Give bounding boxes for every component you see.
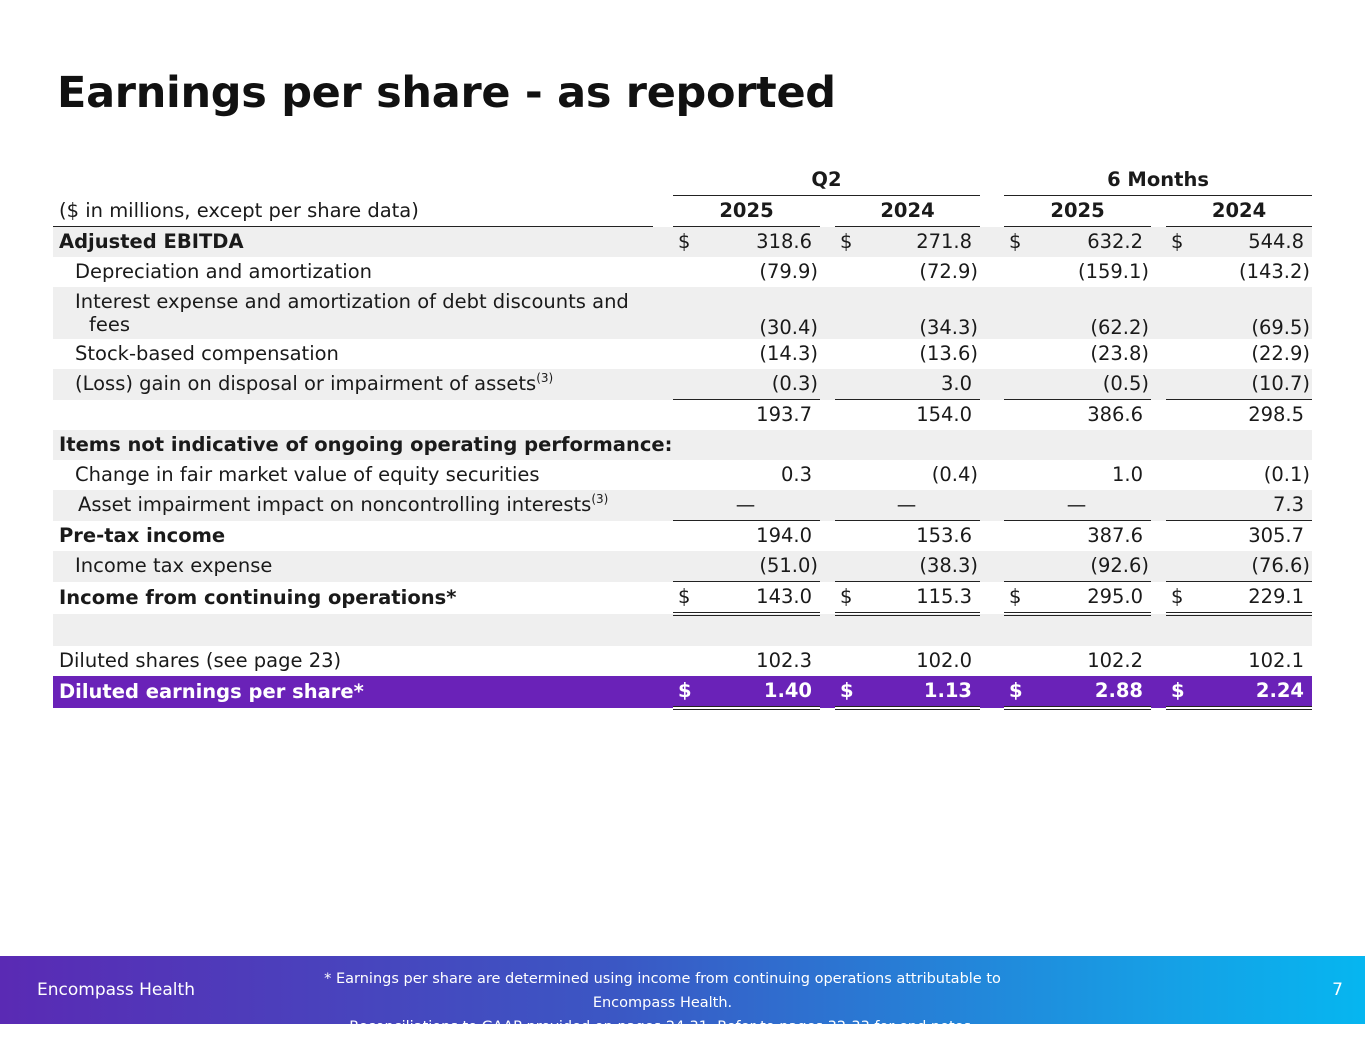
footnote-reconciliation: Reconciliations to GAAP provided on page… xyxy=(349,1019,976,1035)
value-cell: 387.6 xyxy=(1087,524,1144,547)
value-cell: — xyxy=(835,490,981,521)
value-cell: $143.0 xyxy=(673,581,820,616)
row-fair-market-value: Change in fair market value of equity se… xyxy=(53,460,1312,490)
row-label: Adjusted EBITDA xyxy=(53,226,653,257)
row-label: Income tax expense xyxy=(53,551,653,582)
value-cell: $229.1 xyxy=(1166,581,1313,616)
row-label: Stock-based compensation xyxy=(75,342,339,365)
value-cell: $2.24 xyxy=(1166,676,1313,710)
value-cell: (34.3) xyxy=(835,287,981,339)
value-cell: $1.13 xyxy=(835,676,981,710)
row-label: Depreciation and amortization xyxy=(75,260,372,283)
header-units: ($ in millions, except per share data) xyxy=(53,195,653,227)
value-cell: — xyxy=(673,490,820,521)
header-6-months: 6 Months xyxy=(1004,165,1313,196)
row-depreciation: Depreciation and amortization (79.9) (72… xyxy=(53,257,1312,287)
value-cell: (0.4) xyxy=(931,463,979,486)
row-asset-impairment-nci: Asset impairment impact on noncontrollin… xyxy=(53,490,1313,521)
value-cell: — xyxy=(1004,490,1152,521)
row-items-header: Items not indicative of ongoing operatin… xyxy=(53,430,1313,460)
footnote-eps: * Earnings per share are determined usin… xyxy=(324,971,1001,1011)
value-cell: $318.6 xyxy=(673,226,820,257)
row-adjusted-ebitda: Adjusted EBITDA $318.6 $271.8 $632.2 $54… xyxy=(53,226,1313,257)
value-cell: (0.1) xyxy=(1263,463,1311,486)
row-stock-compensation: Stock-based compensation (14.3) (13.6) (… xyxy=(53,339,1312,369)
value-cell: 0.3 xyxy=(780,463,812,486)
value-cell: 193.7 xyxy=(756,403,812,426)
row-label: Change in fair market value of equity se… xyxy=(75,463,540,486)
row-diluted-eps: Diluted earnings per share* $1.40 $1.13 … xyxy=(53,676,1313,710)
value-cell: (76.6) xyxy=(1166,551,1313,582)
value-cell: (92.6) xyxy=(1004,551,1152,582)
footer-notes: * Earnings per share are determined usin… xyxy=(300,967,1025,1039)
value-cell: 154.0 xyxy=(916,403,973,426)
header-q2: Q2 xyxy=(673,165,981,196)
value-cell: (62.2) xyxy=(1004,287,1152,339)
value-cell: 305.7 xyxy=(1248,524,1305,547)
value-cell: (0.5) xyxy=(1004,369,1152,400)
value-cell: 102.2 xyxy=(1087,649,1144,672)
value-cell: (51.0) xyxy=(673,551,820,582)
row-spacer xyxy=(53,614,1313,646)
page-number: 7 xyxy=(1332,980,1343,1000)
value-cell: (79.9) xyxy=(759,260,818,283)
header-year: 2025 xyxy=(1004,195,1152,227)
value-cell: 102.1 xyxy=(1248,649,1305,672)
row-label: Diluted earnings per share* xyxy=(53,676,653,708)
row-pretax-income: Pre-tax income 194.0 153.6 387.6 305.7 xyxy=(53,521,1312,552)
value-cell: (22.9) xyxy=(1251,342,1311,365)
value-cell: (72.9) xyxy=(919,260,979,283)
value-cell: (13.6) xyxy=(919,342,979,365)
value-cell: $2.88 xyxy=(1004,676,1152,710)
value-cell: (143.2) xyxy=(1238,260,1311,283)
value-cell: $115.3 xyxy=(835,581,981,616)
row-label: Diluted shares (see page 23) xyxy=(59,649,342,672)
header-row-years: ($ in millions, except per share data) 2… xyxy=(53,195,1313,227)
value-cell: 298.5 xyxy=(1248,403,1305,426)
row-label: Interest expense and amortization of deb… xyxy=(53,287,653,339)
value-cell: 1.0 xyxy=(1112,463,1144,486)
row-interest-expense: Interest expense and amortization of deb… xyxy=(53,287,1313,339)
value-cell: $295.0 xyxy=(1004,581,1152,616)
value-cell: 102.3 xyxy=(756,649,812,672)
row-income-continuing: Income from continuing operations* $143.… xyxy=(53,581,1313,616)
value-cell: 194.0 xyxy=(756,524,812,547)
row-label: Asset impairment impact on noncontrollin… xyxy=(53,490,653,521)
header-year: 2024 xyxy=(835,195,981,227)
value-cell: $271.8 xyxy=(835,226,981,257)
row-label: Pre-tax income xyxy=(59,523,226,547)
header-year: 2024 xyxy=(1166,195,1313,227)
value-cell: 7.3 xyxy=(1166,490,1313,521)
row-loss-gain-disposal: (Loss) gain on disposal or impairment of… xyxy=(53,369,1313,400)
value-cell: 3.0 xyxy=(835,369,981,400)
company-name: Encompass Health xyxy=(37,980,195,1000)
value-cell: (23.8) xyxy=(1090,342,1150,365)
page-title: Earnings per share - as reported xyxy=(57,68,836,118)
value-cell: (0.3) xyxy=(673,369,820,400)
value-cell: (14.3) xyxy=(759,342,818,365)
row-label: (Loss) gain on disposal or impairment of… xyxy=(53,369,653,400)
value-cell: (10.7) xyxy=(1166,369,1313,400)
header-year: 2025 xyxy=(673,195,820,227)
row-diluted-shares: Diluted shares (see page 23) 102.3 102.0… xyxy=(53,646,1312,676)
value-cell: $632.2 xyxy=(1004,226,1152,257)
value-cell: 386.6 xyxy=(1087,403,1144,426)
value-cell: 153.6 xyxy=(916,524,973,547)
header-row-periods: Q2 6 Months xyxy=(53,165,1313,196)
footer-bar: Encompass Health * Earnings per share ar… xyxy=(0,956,1365,1035)
value-cell: $544.8 xyxy=(1166,226,1313,257)
value-cell: 102.0 xyxy=(916,649,973,672)
value-cell: (30.4) xyxy=(673,287,820,339)
row-subtotal: 193.7 154.0 386.6 298.5 xyxy=(53,400,1312,431)
value-cell: (69.5) xyxy=(1166,287,1313,339)
section-heading: Items not indicative of ongoing operatin… xyxy=(53,430,673,460)
value-cell: (38.3) xyxy=(835,551,981,582)
eps-table: Q2 6 Months ($ in millions, except per s… xyxy=(53,165,1313,710)
value-cell: $1.40 xyxy=(673,676,820,710)
row-income-tax: Income tax expense (51.0) (38.3) (92.6) … xyxy=(53,551,1313,582)
row-label: Income from continuing operations* xyxy=(59,585,457,609)
value-cell: (159.1) xyxy=(1077,260,1150,283)
